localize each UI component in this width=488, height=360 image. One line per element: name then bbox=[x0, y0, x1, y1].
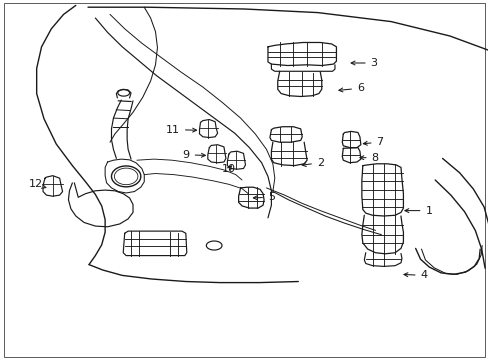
Text: 5: 5 bbox=[253, 192, 274, 202]
Text: 3: 3 bbox=[350, 58, 377, 68]
Text: 6: 6 bbox=[338, 83, 363, 93]
Text: 1: 1 bbox=[404, 206, 431, 216]
Text: 9: 9 bbox=[182, 150, 205, 160]
Text: 8: 8 bbox=[359, 153, 378, 163]
Text: 4: 4 bbox=[403, 270, 427, 280]
Text: 11: 11 bbox=[165, 125, 196, 135]
Text: 7: 7 bbox=[363, 137, 383, 147]
Text: 10: 10 bbox=[222, 164, 235, 174]
Text: 12: 12 bbox=[28, 179, 46, 189]
Text: 2: 2 bbox=[302, 158, 324, 168]
